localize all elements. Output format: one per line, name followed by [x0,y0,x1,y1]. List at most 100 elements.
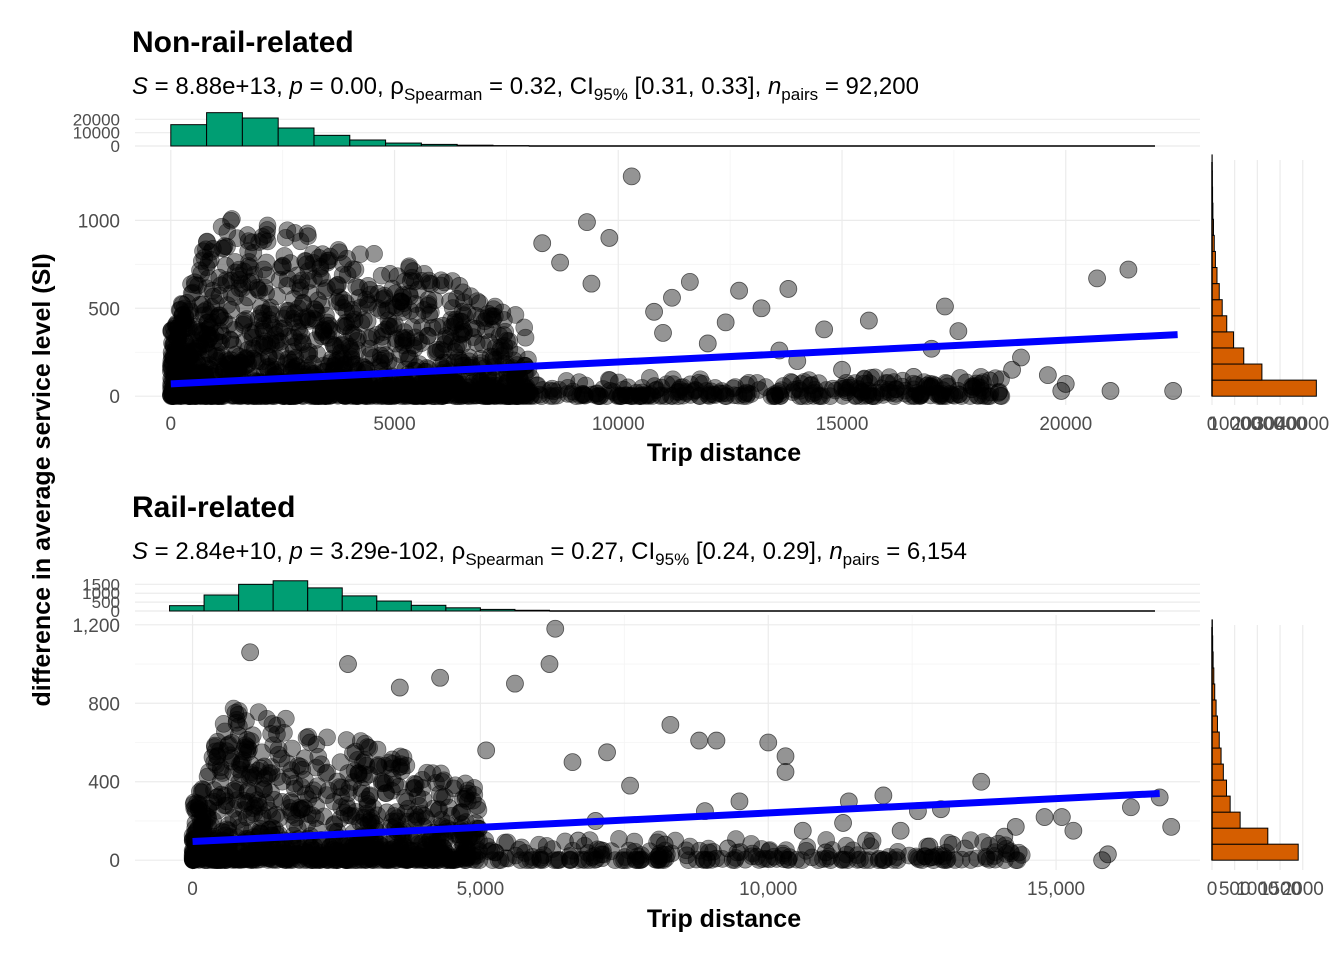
data-point [235,332,254,351]
data-point [445,342,464,361]
data-point [600,229,619,247]
data-point [465,779,483,797]
data-point [297,255,316,273]
histogram-bar [1211,283,1220,301]
data-point [222,301,241,319]
data-point [663,288,681,307]
data-point [224,335,242,354]
data-point [320,320,339,338]
data-point [355,751,374,769]
data-point [202,298,221,316]
panel-title: Non-rail-related [132,26,354,59]
data-point [355,311,373,329]
histogram-bar [272,580,309,612]
data-point [400,257,419,276]
data-point [222,211,240,230]
data-point [349,376,368,394]
data-point [801,376,820,395]
data-point [419,295,438,313]
data-point [612,387,630,406]
x-tick-label: 15000 [816,414,869,435]
data-point [250,798,268,816]
data-point [215,237,234,255]
histogram-bar [307,587,343,612]
data-point [776,763,795,781]
data-point [1064,821,1083,840]
data-point [292,326,311,345]
data-point [1006,817,1025,836]
data-point [1098,845,1117,864]
data-point [312,296,331,314]
data-point [199,253,218,271]
data-point [318,254,337,272]
histogram-bar [1211,363,1263,381]
data-point [293,333,312,352]
data-point [752,299,771,318]
data-point [299,310,317,328]
data-point [523,848,542,866]
data-point [230,717,248,735]
data-point [284,309,302,328]
data-point [339,655,357,673]
data-point [544,382,563,401]
x-axis-title: Trip distance [647,439,801,467]
x-tick-label: 30000 [1254,414,1307,435]
histogram-bar [479,608,516,612]
histogram-bar [420,143,458,147]
data-point [291,232,310,251]
histogram-bar [341,595,378,612]
data-point [355,768,374,787]
data-point [252,298,271,316]
data-point [253,311,272,330]
data-point [276,229,295,247]
data-point [506,306,525,324]
data-point [437,327,456,345]
data-point [330,778,348,796]
histogram-bar [385,142,422,147]
y-tick-label: 400 [88,773,120,794]
data-point [1052,808,1071,826]
data-point [962,380,981,399]
data-point [551,253,570,272]
data-point [578,213,596,232]
data-point [365,245,383,263]
data-point [833,360,851,379]
x-axis-title: Trip distance [647,905,801,933]
y-axis-title: difference in average service level (SI) [28,253,56,706]
data-point [419,296,437,315]
data-point [989,383,1008,402]
data-point [226,253,244,271]
data-point [549,851,568,869]
data-point [413,272,431,290]
data-point [331,353,350,371]
data-point [298,224,317,243]
data-point [341,340,360,359]
data-point [205,331,224,349]
panel-stats-subtitle: S = 2.84e+10, p = 3.29e-102, ρSpearman =… [132,538,967,569]
data-point [622,167,641,186]
y-tick-label: 1500 [82,575,120,594]
data-point [587,385,606,403]
data-point [315,807,333,826]
data-point [336,387,354,405]
data-point [516,328,535,347]
data-point [223,210,241,228]
data-point [258,216,277,235]
y-tick-label: 0 [111,137,120,156]
data-point [257,266,276,285]
data-point [372,301,391,320]
x-tick-label: 15,000 [1027,879,1085,900]
data-point [278,221,297,240]
data-point [193,252,211,270]
y-tick-label: 20000 [73,110,120,129]
data-point [1162,817,1181,836]
histogram-bar [410,604,447,612]
data-point [1088,269,1106,288]
x-tick-label: 20000 [1039,414,1092,435]
data-point [318,279,336,297]
data-point [351,732,370,750]
data-point [225,321,244,339]
data-point [936,373,955,392]
histogram-bar [376,600,412,612]
data-point [273,849,291,868]
